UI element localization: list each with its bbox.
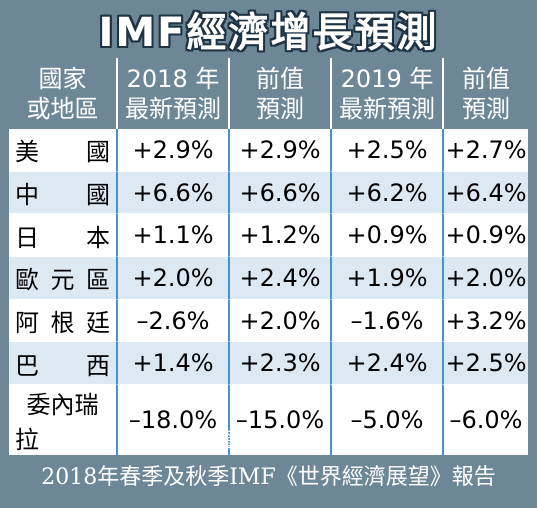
value-cell: –1.6% [330,298,442,342]
value-cell: +3.2% [442,298,528,342]
value-cell: +6.2% [330,170,442,214]
value-cell: +2.9% [116,129,228,171]
value-cell: +2.3% [228,341,330,385]
value-cell: +2.0% [228,298,330,342]
page-title: IMF經濟增長預測 [98,10,439,56]
header-2019-latest-line2: 最新預測 [339,94,435,123]
value-cell: –18.0% [116,384,228,456]
source-footer: 資料來源： 2018年春季及秋季IMF《世界經濟展望》報告 [0,424,537,496]
source-text: 2018年春季及秋季IMF《世界經濟展望》報告 [41,465,496,490]
header-region: 國家 或地區 [9,58,116,129]
table-row-japan: 日 本 +1.1% +1.2% +0.9% +0.9% [9,213,528,257]
region-cell: 日 本 [9,213,116,257]
table-row-argentina: 阿根廷 –2.6% +2.0% –1.6% +3.2% [9,298,528,342]
value-cell: +2.7% [442,129,528,171]
value-cell: +0.9% [330,213,442,257]
region-cell: 阿根廷 [9,298,116,342]
header-2018-previous: 前值 預測 [228,58,330,129]
header-2018-latest: 2018 年 最新預測 [116,58,228,129]
value-cell: +2.9% [228,129,330,171]
table-row-eurozone: 歐元區 +2.0% +2.4% +1.9% +2.0% [9,256,528,299]
header-2018-latest-line2: 最新預測 [125,94,221,123]
region-cell: 中 國 [9,170,116,214]
header-region-line1: 國家 [38,64,87,93]
value-cell: +1.2% [228,213,330,257]
table-row-brazil: 巴 西 +1.4% +2.3% +2.4% +2.5% [9,341,528,385]
value-cell: +2.5% [330,129,442,171]
table-row-usa: 美 國 +2.9% +2.9% +2.5% +2.7% [9,129,528,171]
value-cell: –15.0% [228,384,330,456]
value-cell: +2.4% [330,341,442,385]
value-cell: +0.9% [442,213,528,257]
table-row-china: 中 國 +6.6% +6.6% +6.2% +6.4% [9,170,528,214]
header-2019-latest-line1: 2019 年 [340,64,434,93]
value-cell: +2.0% [442,256,528,299]
header-2018-previous-line1: 前值 [256,64,304,93]
table-row-venezuela: 委內瑞拉 –18.0% –15.0% –5.0% –6.0% [9,384,528,456]
value-cell: +2.0% [116,256,228,299]
value-cell: +2.5% [442,341,528,385]
header-2019-previous-line1: 前值 [462,64,510,93]
header-2018-latest-line1: 2018 年 [126,64,220,93]
value-cell: +6.4% [442,170,528,214]
header-2019-latest: 2019 年 最新預測 [330,58,442,129]
forecast-table: 國家 或地區 2018 年 最新預測 前值 預測 2019 年 最新預測 前值 [9,58,528,456]
region-cell: 歐元區 [9,256,116,299]
value-cell: –6.0% [442,384,528,456]
value-cell: –5.0% [330,384,442,456]
region-cell: 巴 西 [9,341,116,385]
value-cell: +6.6% [228,170,330,214]
value-cell: +6.6% [116,170,228,214]
header-2019-previous-line2: 預測 [462,94,510,123]
value-cell: +2.4% [228,256,330,299]
header-2019-previous: 前值 預測 [442,58,528,129]
value-cell: +1.9% [330,256,442,299]
region-cell: 委內瑞拉 [9,384,116,456]
value-cell: –2.6% [116,298,228,342]
header-2018-previous-line2: 預測 [256,94,304,123]
table-header-row: 國家 或地區 2018 年 最新預測 前值 預測 2019 年 最新預測 前值 [9,58,528,129]
value-cell: +1.1% [116,213,228,257]
header-region-line2: 或地區 [26,94,99,123]
value-cell: +1.4% [116,341,228,385]
source-label: 資料來源： [213,429,324,454]
region-cell: 美 國 [9,129,116,171]
